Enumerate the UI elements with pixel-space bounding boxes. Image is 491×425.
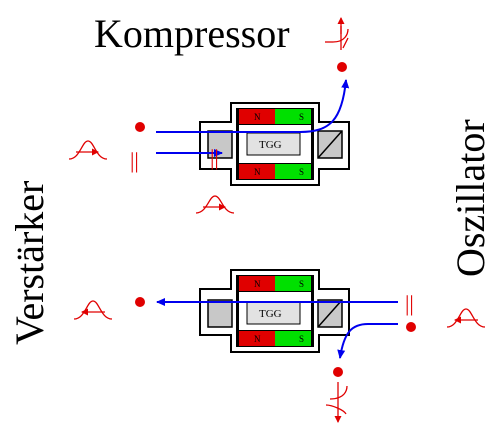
bottom-magnet-south-upper-label: S [299,279,304,289]
bottom-magnet-north-lower-label: N [254,334,261,344]
top-magnet-south-lower-label: S [299,167,304,177]
bottom-magnet-south-lower [275,331,311,346]
pulse-left-bottom [73,300,113,320]
bottom-polarizer-left [207,299,233,328]
top-magnet-north-lower [239,164,275,179]
bottom-right-polarization-mark: || [405,291,414,316]
top-magnet-south-upper [275,109,311,124]
bottom-magnet-north-upper [239,276,275,291]
top-magnet-north-lower-label: N [254,167,261,177]
top-tgg-label: TGG [259,139,282,151]
bottom-magnet-south-lower-label: S [299,334,304,344]
top-magnet-south-lower [275,164,311,179]
bottom-output-point [135,297,145,307]
bottom-tgg-label: TGG [259,308,282,320]
top-input-point [135,122,145,132]
oszillator-label: Oszillator [448,119,491,277]
bottom-beam-deflected [337,323,398,359]
verstaerker-label: Verstärker [7,181,52,345]
top-polarizer-right-diagonal [317,130,343,159]
top-beam-upper [156,79,350,133]
top-isolator: N S N S TGG [199,102,350,186]
bottom-magnet-south-upper [275,276,311,291]
top-magnet-south-upper-label: S [299,112,304,122]
bottom-magnet-north-upper-label: N [254,279,261,289]
kompressor-label: Kompressor [94,11,290,56]
pulse-compressor [325,17,349,50]
bottom-polarizer-right-diagonal [317,299,343,328]
pulse-oscillator [446,308,486,328]
top-output-point [337,62,347,72]
top-crystal-polarization-mark: || [210,145,219,170]
pulse-bottom-top [195,195,235,214]
bottom-magnet-north-lower [239,331,275,346]
top-magnet-north-upper-label: N [254,112,261,122]
bottom-isolator: N S N S TGG [199,269,350,353]
pulse-left-top [68,140,108,160]
top-magnet-north-upper [239,109,275,124]
bottom-reject-point [333,367,343,377]
top-left-polarization-mark: || [130,148,139,173]
pulse-bottom-reject [325,382,348,423]
bottom-input-point [406,322,416,332]
